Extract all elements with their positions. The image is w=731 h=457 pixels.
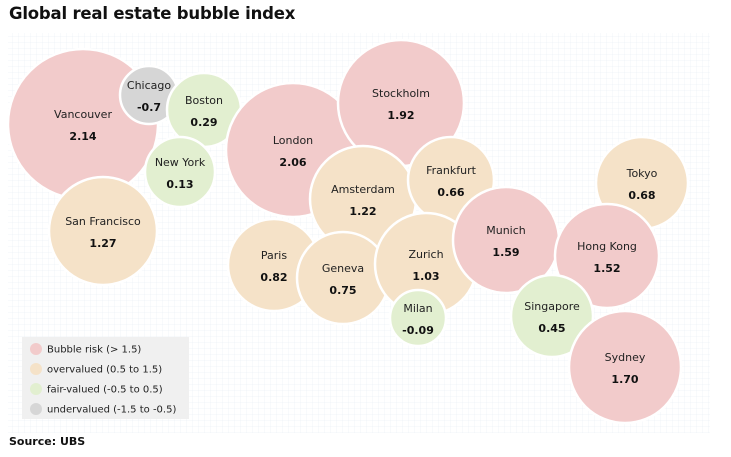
legend-background xyxy=(22,337,189,419)
value-label: 0.75 xyxy=(329,284,356,297)
value-label: 0.82 xyxy=(260,271,287,284)
bubble-circle xyxy=(47,175,159,287)
bubble-stockholm: Stockholm 1.92 xyxy=(336,38,466,168)
bubble-circle xyxy=(509,273,595,359)
city-label: London xyxy=(273,134,313,147)
city-label: Paris xyxy=(261,249,287,262)
value-label: 0.66 xyxy=(437,186,464,199)
city-label: Chicago xyxy=(127,79,171,92)
city-label: Milan xyxy=(403,302,432,315)
bubble-milan: Milan -0.09 xyxy=(388,288,448,348)
city-label: Stockholm xyxy=(372,87,430,100)
bubbles-layer: Vancouver 2.14 Chicago -0.7 Boston 0.29 New Yo… xyxy=(6,38,690,425)
city-label: Munich xyxy=(486,224,526,237)
legend-swatch-overvalued xyxy=(30,363,42,375)
bubble-circle xyxy=(553,202,661,310)
value-label: 0.13 xyxy=(166,178,193,191)
bubble-new-york: New York 0.13 xyxy=(143,135,217,209)
legend-swatch-undervalued xyxy=(30,403,42,415)
bubble-munich: Munich 1.59 xyxy=(451,185,561,295)
city-label: Amsterdam xyxy=(331,183,395,196)
city-label: Sydney xyxy=(605,351,646,364)
bubble-geneva: Geneva 0.75 xyxy=(295,230,391,326)
bubble-hong-kong: Hong Kong 1.52 xyxy=(553,202,661,310)
value-label: 1.22 xyxy=(349,205,376,218)
chart-title: Global real estate bubble index xyxy=(9,4,296,23)
city-label: Zurich xyxy=(408,248,443,261)
bubble-circle xyxy=(295,230,391,326)
value-label: 1.03 xyxy=(412,270,439,283)
value-label: 1.70 xyxy=(611,373,638,386)
value-label: 0.29 xyxy=(190,116,217,129)
city-label: Boston xyxy=(185,94,223,107)
bubble-san-francisco: San Francisco 1.27 xyxy=(47,175,159,287)
city-label: Geneva xyxy=(322,262,364,275)
city-label: Frankfurt xyxy=(426,164,476,177)
bubble-circle xyxy=(567,309,683,425)
city-label: San Francisco xyxy=(65,215,141,228)
city-label: New York xyxy=(155,156,206,169)
value-label: 1.27 xyxy=(89,237,116,250)
value-label: 1.52 xyxy=(593,262,620,275)
legend-label-overvalued: overvalued (0.5 to 1.5) xyxy=(47,365,162,376)
legend-swatch-bubble xyxy=(30,343,42,355)
legend: Bubble risk (> 1.5) overvalued (0.5 to 1.… xyxy=(22,337,189,419)
source-note: Source: UBS xyxy=(9,435,86,448)
value-label: 0.68 xyxy=(628,189,655,202)
city-label: Vancouver xyxy=(54,108,112,121)
city-label: Hong Kong xyxy=(577,240,637,253)
legend-label-bubble: Bubble risk (> 1.5) xyxy=(47,345,141,356)
value-label: 1.59 xyxy=(492,246,519,259)
bubble-singapore: Singapore 0.45 xyxy=(509,273,595,359)
value-label: -0.09 xyxy=(402,324,434,337)
value-label: 0.45 xyxy=(538,322,565,335)
bubble-circle xyxy=(143,135,217,209)
city-label: Tokyo xyxy=(626,167,658,180)
legend-label-fair: fair-valued (-0.5 to 0.5) xyxy=(47,385,163,396)
legend-label-undervalued: undervalued (-1.5 to -0.5) xyxy=(47,405,176,416)
value-label: -0.7 xyxy=(137,101,161,114)
bubble-chicago: Chicago -0.7 xyxy=(118,64,180,126)
value-label: 2.06 xyxy=(279,156,306,169)
legend-swatch-fair xyxy=(30,383,42,395)
city-label: Singapore xyxy=(524,300,580,313)
value-label: 2.14 xyxy=(69,130,96,143)
value-label: 1.92 xyxy=(387,109,414,122)
bubble-sydney: Sydney 1.70 xyxy=(567,309,683,425)
bubble-circle xyxy=(388,288,448,348)
